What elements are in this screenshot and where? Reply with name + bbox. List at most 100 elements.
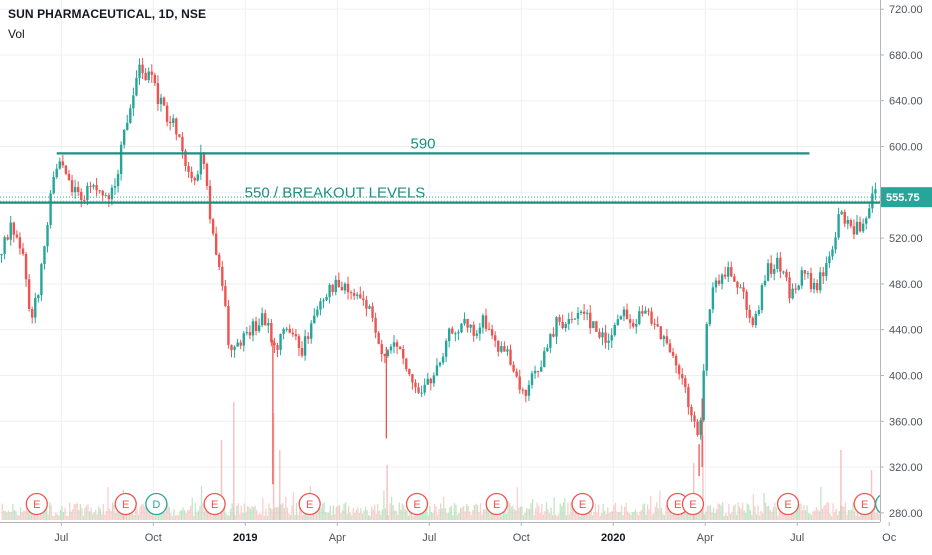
volume-bar: [118, 507, 120, 520]
volume-bar: [107, 487, 109, 520]
earnings-marker-icon[interactable]: [114, 492, 137, 516]
candle: [328, 284, 331, 297]
volume-bar: [389, 503, 391, 520]
volume-bar: [554, 514, 557, 520]
volume-bar-spike: [386, 465, 388, 520]
volume-bar: [268, 503, 270, 520]
candle: [190, 171, 193, 178]
volume-bar: [174, 515, 177, 520]
candle: [481, 315, 485, 328]
volume-bar: [297, 515, 299, 520]
earnings-marker-icon[interactable]: [485, 492, 508, 516]
volume-bar: [829, 513, 831, 520]
volume-bar: [197, 510, 200, 520]
candle: [313, 315, 316, 324]
volume-bar: [456, 514, 459, 520]
candle: [242, 333, 245, 346]
volume-bar: [7, 510, 9, 520]
volume-bar: [426, 503, 428, 520]
earnings-marker-icon[interactable]: [571, 492, 594, 516]
dividend-marker-icon[interactable]: [145, 492, 168, 516]
volume-bar: [798, 504, 801, 520]
volume-bar: [318, 506, 321, 520]
volume-bar: [469, 511, 471, 520]
earnings-marker-icon[interactable]: [25, 492, 48, 516]
volume-bar: [735, 514, 738, 520]
last-price-tag[interactable]: [881, 187, 932, 208]
candle: [828, 256, 831, 264]
candle: [349, 292, 353, 294]
candle: [484, 315, 488, 329]
candle: [322, 300, 325, 302]
volume-bar: [452, 515, 454, 520]
volume-bar: [731, 511, 733, 520]
candle: [579, 311, 583, 313]
volume-bar: [331, 514, 333, 520]
volume-bar: [202, 503, 204, 520]
volume-bar: [487, 506, 489, 520]
candle: [490, 329, 494, 336]
volume-bar: [394, 510, 396, 520]
volume-bar: [830, 515, 833, 520]
candle: [797, 285, 800, 290]
earnings-marker-icon[interactable]: [405, 492, 429, 516]
candle: [671, 352, 675, 356]
candle: [233, 346, 236, 351]
earnings-marker-icon[interactable]: [776, 492, 800, 516]
candle: [70, 180, 74, 193]
volume-bar: [64, 507, 66, 520]
volume-bar: [815, 507, 817, 520]
volume-bar: [266, 515, 269, 520]
candle: [306, 336, 310, 339]
volume-bar: [660, 507, 663, 520]
volume-bar: [99, 508, 101, 520]
volume-bar: [530, 503, 532, 520]
earnings-marker-icon[interactable]: [298, 492, 321, 516]
volume-bar: [367, 515, 370, 520]
candle: [653, 323, 656, 325]
volume-bar: [470, 514, 472, 520]
volume-bar: [153, 515, 155, 520]
volume-bar: [593, 512, 595, 520]
candle: [610, 335, 613, 341]
volume-bar: [801, 510, 804, 520]
candle: [852, 226, 856, 235]
volume-bar: [275, 506, 278, 520]
volume-bar: [79, 503, 82, 520]
candle: [260, 313, 264, 326]
candle: [503, 346, 506, 352]
candle: [705, 324, 708, 371]
volume-bar: [616, 511, 618, 520]
price-axis-bg: [880, 0, 932, 550]
volume-label: Vol: [8, 27, 25, 41]
candle: [536, 370, 540, 372]
volume-bar: [611, 511, 614, 520]
volume-bar: [283, 507, 285, 520]
candle: [30, 309, 34, 318]
volume-bar: [528, 508, 531, 520]
volume-bar: [136, 508, 138, 520]
earnings-marker-icon[interactable]: [681, 492, 705, 516]
volume-bar: [646, 504, 649, 520]
volume-bar: [412, 515, 414, 520]
volume-bar: [289, 515, 292, 520]
volume-bar: [768, 505, 770, 520]
volume-bar: [875, 512, 877, 520]
volume-bar: [302, 514, 304, 520]
volume-bar: [208, 508, 210, 520]
volume-bar: [236, 506, 238, 520]
volume-bar: [4, 510, 6, 520]
earnings-marker-icon[interactable]: [203, 492, 226, 516]
volume-bar: [453, 502, 456, 520]
volume-bar: [249, 508, 252, 520]
volume-bar: [295, 502, 298, 520]
volume-bar: [533, 515, 535, 520]
event-markers[interactable]: EEDEEEEEEEEED: [25, 492, 898, 516]
volume-bar: [786, 512, 788, 520]
candle: [408, 369, 411, 375]
horizontal-levels[interactable]: 590 550 / BREAKOUT LEVELS: [0, 135, 880, 204]
candle: [239, 342, 242, 346]
volume-bar: [76, 503, 78, 520]
